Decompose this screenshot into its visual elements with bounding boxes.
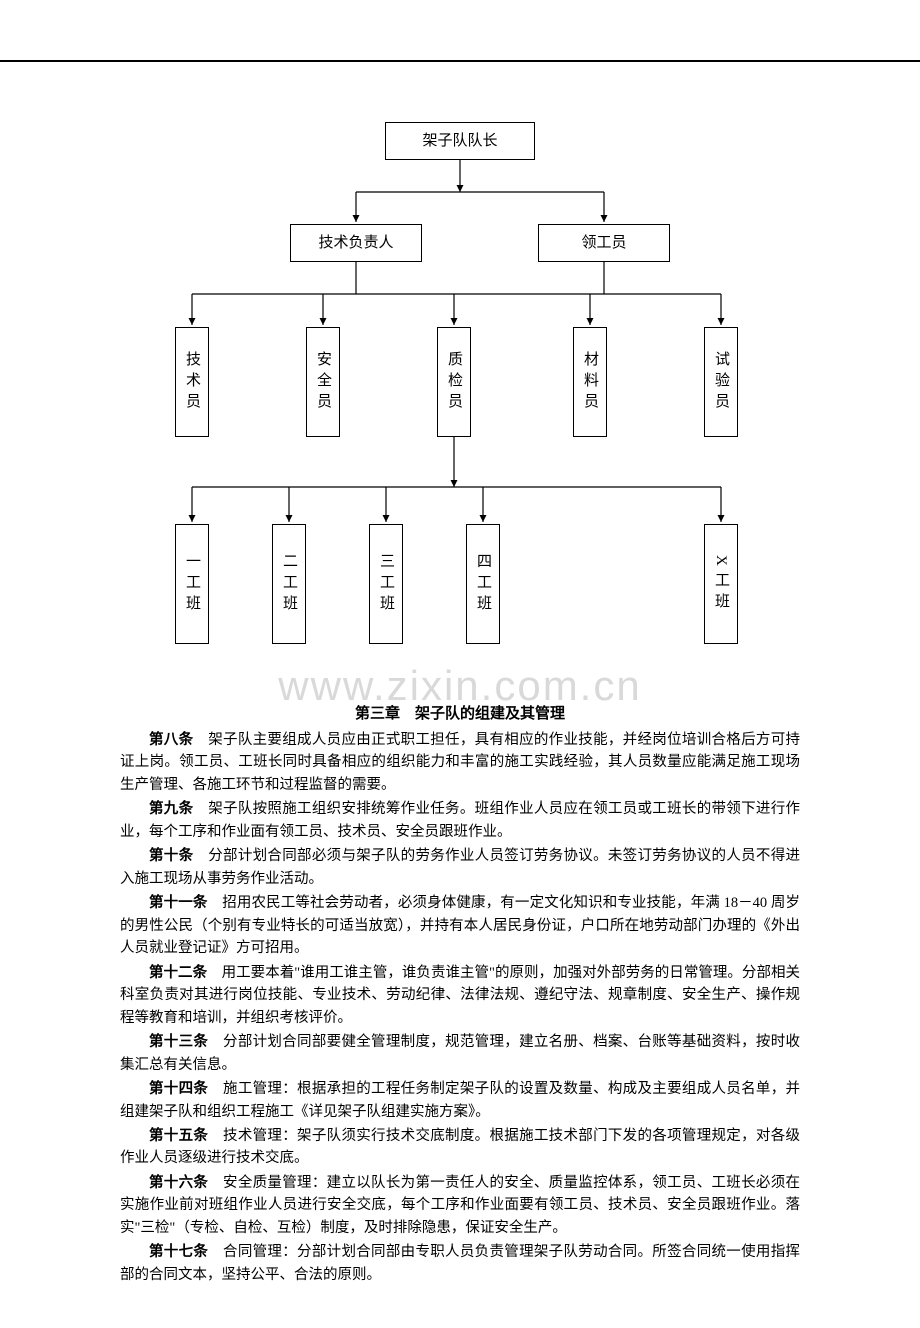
node-w2: 二工班 xyxy=(272,524,306,644)
article-text: 招用农民工等社会劳动者，必须身体健康，有一定文化知识和专业技能，年满 18－40… xyxy=(120,895,800,956)
article-label: 第十条 xyxy=(149,848,193,864)
article-4: 第十二条 用工要本着"谁用工谁主管，谁负责谁主管"的原则，加强对外部劳务的日常管… xyxy=(120,962,800,1029)
article-text: 分部计划合同部要健全管理制度，规范管理，建立名册、档案、台账等基础资料，按时收集… xyxy=(120,1034,800,1072)
article-label: 第十五条 xyxy=(149,1128,208,1144)
article-7: 第十五条 技术管理：架子队须实行技术交底制度。根据施工技术部门下发的各项管理规定… xyxy=(120,1125,800,1170)
article-0: 第八条 架子队主要组成人员应由正式职工担任，具有相应的作业技能，并经岗位培训合格… xyxy=(120,729,800,796)
node-tech_lead: 技术负责人 xyxy=(290,224,422,262)
article-2: 第十条 分部计划合同部必须与架子队的劳务作业人员签订劳务协议。未签订劳务协议的人… xyxy=(120,845,800,890)
article-text: 安全质量管理：建立以队长为第一责任人的安全、质量监控体系，领工员、工班长必须在实… xyxy=(120,1175,800,1236)
article-label: 第十四条 xyxy=(149,1081,208,1097)
article-8: 第十六条 安全质量管理：建立以队长为第一责任人的安全、质量监控体系，领工员、工班… xyxy=(120,1172,800,1239)
node-r3a: 技术员 xyxy=(175,327,209,437)
node-wx: X工班 xyxy=(704,524,738,644)
node-w3: 三工班 xyxy=(369,524,403,644)
article-label: 第九条 xyxy=(149,801,193,817)
node-r3c: 质检员 xyxy=(437,327,471,437)
article-text: 分部计划合同部必须与架子队的劳务作业人员签订劳务协议。未签订劳务协议的人员不得进… xyxy=(120,848,800,886)
article-6: 第十四条 施工管理：根据承担的工程任务制定架子队的设置及数量、构成及主要组成人员… xyxy=(120,1078,800,1123)
article-label: 第八条 xyxy=(149,732,193,748)
node-foreman: 领工员 xyxy=(538,224,670,262)
article-text: 架子队按照施工组织安排统筹作业任务。班组作业人员应在领工员或工班长的带领下进行作… xyxy=(120,801,800,839)
article-label: 第十六条 xyxy=(149,1175,208,1191)
article-text: 用工要本着"谁用工谁主管，谁负责谁主管"的原则，加强对外部劳务的日常管理。分部相… xyxy=(120,965,800,1026)
article-3: 第十一条 招用农民工等社会劳动者，必须身体健康，有一定文化知识和专业技能，年满 … xyxy=(120,892,800,959)
document-page: www.zixin.com.cn xyxy=(0,60,920,1328)
node-w1: 一工班 xyxy=(175,524,209,644)
node-r3e: 试验员 xyxy=(704,327,738,437)
node-w4: 四工班 xyxy=(466,524,500,644)
article-label: 第十二条 xyxy=(149,965,207,981)
article-text: 施工管理：根据承担的工程任务制定架子队的设置及数量、构成及主要组成人员名单，并组… xyxy=(120,1081,800,1119)
article-label: 第十一条 xyxy=(149,895,208,911)
article-text: 合同管理：分部计划合同部由专职人员负责管理架子队劳动合同。所签合同统一使用指挥部… xyxy=(120,1244,800,1282)
node-r3b: 安全员 xyxy=(306,327,340,437)
org-chart: www.zixin.com.cn xyxy=(120,122,800,692)
article-text: 技术管理：架子队须实行技术交底制度。根据施工技术部门下发的各项管理规定，对各级作… xyxy=(120,1128,800,1166)
article-5: 第十三条 分部计划合同部要健全管理制度，规范管理，建立名册、档案、台账等基础资料… xyxy=(120,1031,800,1076)
article-label: 第十七条 xyxy=(149,1244,208,1260)
article-1: 第九条 架子队按照施工组织安排统筹作业任务。班组作业人员应在领工员或工班长的带领… xyxy=(120,798,800,843)
article-label: 第十三条 xyxy=(149,1034,208,1050)
article-list: 第八条 架子队主要组成人员应由正式职工担任，具有相应的作业技能，并经岗位培训合格… xyxy=(120,729,800,1286)
article-9: 第十七条 合同管理：分部计划合同部由专职人员负责管理架子队劳动合同。所签合同统一… xyxy=(120,1241,800,1286)
node-root: 架子队队长 xyxy=(385,122,535,160)
chapter-title: 第三章 架子队的组建及其管理 xyxy=(120,702,800,723)
node-r3d: 材料员 xyxy=(573,327,607,437)
article-text: 架子队主要组成人员应由正式职工担任，具有相应的作业技能，并经岗位培训合格后方可持… xyxy=(120,732,800,793)
